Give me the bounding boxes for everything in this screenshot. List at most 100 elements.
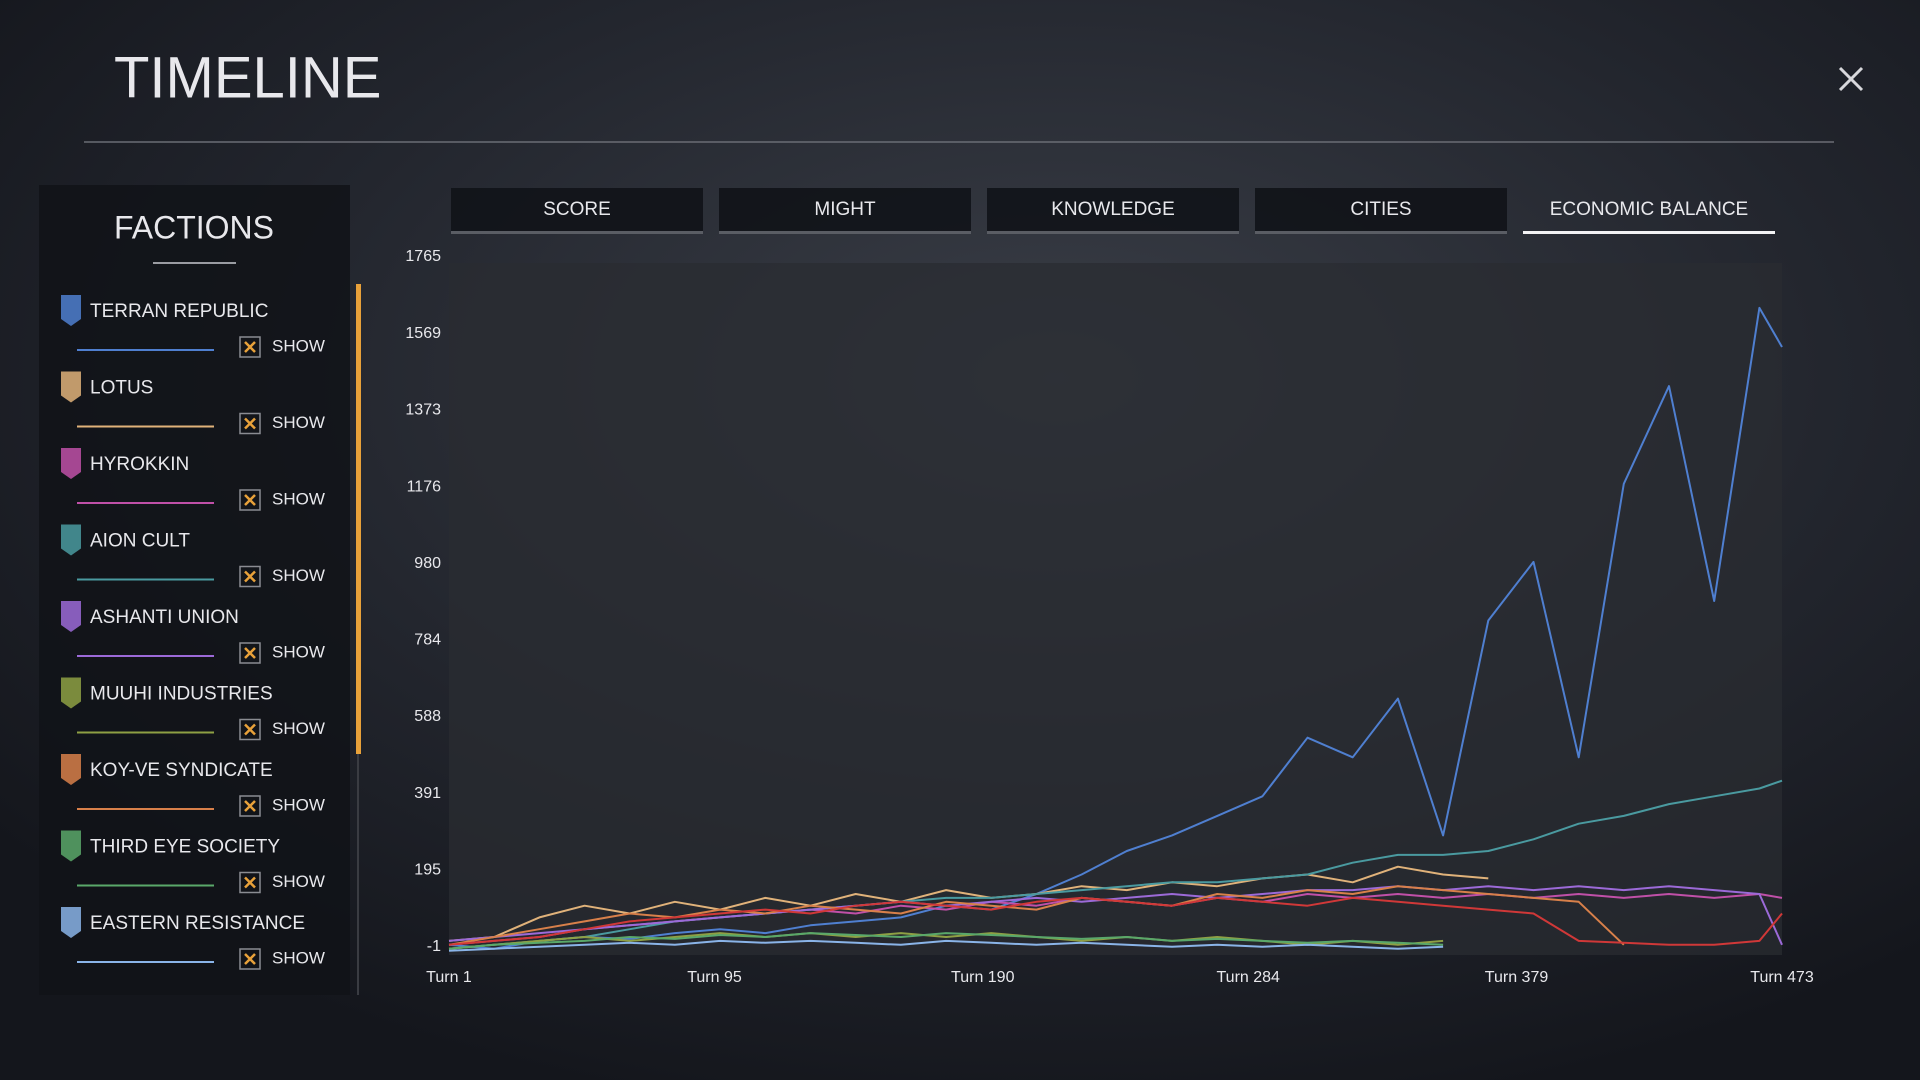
series-line [448, 932, 1444, 950]
checkbox-box [239, 642, 261, 664]
x-tick-label: Turn 1 [426, 969, 472, 986]
faction-name: HYROKKIN [90, 454, 189, 475]
checkbox-box [239, 948, 261, 970]
sidebar-panel [39, 185, 350, 995]
faction-item: EASTERN RESISTANCE SHOW [61, 907, 325, 970]
tab-label: ECONOMIC BALANCE [1550, 199, 1748, 220]
tab-background [1255, 188, 1507, 231]
checkbox-box [239, 795, 261, 817]
checkbox-box [239, 718, 261, 741]
x-tick-label: Turn 379 [1485, 969, 1549, 986]
show-label: SHOW [272, 413, 325, 432]
tab[interactable]: ECONOMIC BALANCE [1523, 188, 1775, 234]
show-checkbox[interactable] [239, 718, 261, 741]
faction-name: MUUHI INDUSTRIES [90, 684, 273, 705]
checkbox-box [239, 336, 261, 358]
checkbox-box [239, 412, 261, 435]
tab-background [987, 188, 1239, 231]
checkbox-box [239, 489, 261, 511]
faction-icon [61, 830, 81, 862]
checkbox-mark [244, 647, 256, 659]
show-label: SHOW [272, 719, 325, 738]
series-line [448, 896, 1783, 946]
show-checkbox[interactable] [239, 489, 261, 511]
scroll-thumb[interactable] [356, 284, 361, 754]
y-tick-label: -1 [427, 938, 441, 955]
faction-icon [61, 677, 81, 709]
checkbox-mark [244, 876, 256, 889]
checkbox-mark [244, 723, 256, 736]
close-button[interactable] [1838, 66, 1864, 92]
show-label: SHOW [272, 872, 325, 891]
checkbox-box [239, 565, 261, 588]
faction-icon [61, 907, 81, 938]
tab-label: KNOWLEDGE [1051, 199, 1175, 220]
faction-name: KOY-VE SYNDICATE [90, 760, 273, 781]
show-checkbox[interactable] [239, 948, 261, 970]
faction-name: THIRD EYE SOCIETY [90, 837, 280, 858]
y-tick-label: 1373 [405, 401, 441, 418]
checkbox-mark [244, 341, 256, 353]
checkbox-mark [244, 800, 256, 812]
faction-icon [61, 601, 81, 632]
faction-item: AION CULT SHOW [61, 524, 325, 588]
y-tick-label: 1765 [405, 248, 441, 265]
faction-icon [61, 754, 81, 785]
faction-item: HYROKKIN SHOW [61, 448, 325, 511]
show-checkbox[interactable] [239, 795, 261, 817]
y-tick-label: 784 [414, 632, 441, 649]
show-checkbox[interactable] [239, 871, 261, 894]
faction-item: LOTUS SHOW [61, 371, 325, 435]
checkbox-box [239, 871, 261, 894]
faction-item: THIRD EYE SOCIETY SHOW [61, 830, 325, 894]
y-tick-label: 980 [414, 555, 441, 572]
y-tick-label: 195 [414, 862, 441, 879]
y-tick-label: 588 [414, 708, 441, 725]
tab-underline [1255, 231, 1507, 234]
checkbox-mark [244, 417, 256, 430]
show-label: SHOW [272, 642, 325, 661]
show-label: SHOW [272, 795, 325, 814]
x-tick-label: Turn 473 [1750, 969, 1814, 986]
tab-underline [987, 231, 1239, 234]
tab-underline [451, 231, 703, 234]
faction-icon [61, 524, 81, 556]
sidebar-title: FACTIONS [114, 209, 274, 245]
show-checkbox[interactable] [239, 336, 261, 358]
series-line [448, 939, 1444, 952]
tab-label: SCORE [543, 199, 611, 220]
x-tick-label: Turn 284 [1217, 969, 1281, 986]
faction-icon [61, 448, 81, 479]
y-tick-label: 1176 [407, 478, 442, 495]
tab-bar: SCORE MIGHT KNOWLEDGE CITIES ECONOMIC BALANC… [451, 188, 1775, 234]
faction-list: TERRAN REPUBLICSHOWLOTUSSHOWHYROKKINSHOW… [61, 295, 325, 970]
faction-icon [61, 295, 81, 326]
show-checkbox[interactable] [239, 565, 261, 588]
show-label: SHOW [272, 566, 325, 585]
faction-name: ASHANTI UNION [90, 607, 239, 628]
close-icon [1838, 66, 1864, 92]
y-tick-label: 1569 [405, 325, 441, 342]
show-checkbox[interactable] [239, 412, 261, 435]
tab[interactable]: MIGHT [719, 188, 971, 234]
faction-name: TERRAN REPUBLIC [90, 301, 268, 322]
tab-background [719, 188, 971, 231]
faction-item: MUUHI INDUSTRIES SHOW [61, 677, 325, 741]
tab[interactable]: SCORE [451, 188, 703, 234]
faction-item: KOY-VE SYNDICATE SHOW [61, 754, 325, 817]
checkbox-mark [244, 570, 256, 583]
y-tick-label: 391 [414, 785, 441, 802]
checkbox-mark [244, 494, 256, 506]
tab[interactable]: CITIES [1255, 188, 1507, 234]
tab[interactable]: KNOWLEDGE [987, 188, 1239, 234]
tab-underline [719, 231, 971, 234]
show-label: SHOW [272, 948, 325, 967]
series-line [448, 885, 1625, 946]
faction-item: ASHANTI UNION SHOW [61, 601, 325, 664]
faction-name: EASTERN RESISTANCE [90, 913, 305, 934]
show-checkbox[interactable] [239, 642, 261, 664]
show-label: SHOW [272, 489, 325, 508]
